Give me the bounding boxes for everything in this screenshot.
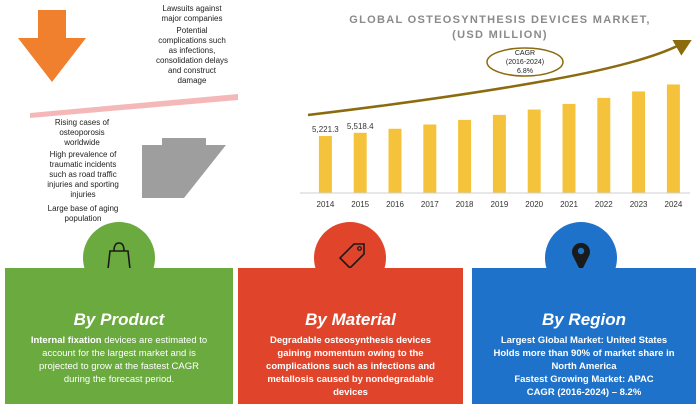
bar-2021 xyxy=(562,103,576,193)
x-tick-label: 2021 xyxy=(560,200,578,209)
driver-osteoporosis-line: worldwide xyxy=(64,138,100,147)
product-text-line: during the forecast period. xyxy=(63,374,175,385)
region-description: Largest Global Market: United States Hold… xyxy=(480,334,688,399)
material-description: Degradable osteosynthesis devices gaining… xyxy=(246,334,455,399)
material-text-line: complications such as infections and xyxy=(266,361,435,372)
cagr-ellipse xyxy=(486,47,564,77)
x-tick-label: 2024 xyxy=(665,200,683,209)
bar-2019 xyxy=(492,114,506,193)
bar-2020 xyxy=(527,109,541,193)
x-tick-label: 2020 xyxy=(525,200,543,209)
restraint-complications-line: Potential xyxy=(176,26,208,35)
x-tick-label: 2018 xyxy=(456,200,474,209)
market-bar-chart: 2014 5,221.3 2015 5,518.4 2016 2017 2018 2019 20… xyxy=(300,40,694,209)
material-panel: By Material Degradable osteosynthesis de… xyxy=(238,268,463,404)
price-tag-icon xyxy=(338,243,365,270)
driver-osteoporosis-line: Rising cases of xyxy=(54,118,110,127)
cagr-value: 6.8% xyxy=(517,68,533,75)
driver-traumatic-incidents-line: High prevalence of xyxy=(49,150,117,159)
restraint-complications-line: consolidation delays xyxy=(155,56,229,65)
driver-traumatic-incidents-line: injuries xyxy=(70,190,96,199)
material-text-line: metallosis caused by nondegradable xyxy=(267,374,434,385)
cagr-label: CAGR xyxy=(515,50,535,57)
region-text-line: Holds more than 90% of market share in xyxy=(493,348,675,359)
product-description: Internal fixation devices are estimated … xyxy=(13,334,225,386)
restraint-lawsuits-line: major companies xyxy=(161,14,223,23)
x-tick-label: 2014 xyxy=(317,200,335,209)
region-text-line: North America xyxy=(551,361,617,372)
growth-trend-arrow xyxy=(307,40,694,117)
location-pin-icon xyxy=(572,242,590,272)
x-tick-label: 2023 xyxy=(630,200,648,209)
material-text-line: gaining momentum owing to the xyxy=(277,348,424,359)
driver-osteoporosis: Rising cases of osteoporosis worldwide xyxy=(42,118,122,148)
bar-2014 xyxy=(318,136,332,193)
balance-beam xyxy=(30,94,238,118)
bar-2022 xyxy=(597,97,611,193)
data-label: 5,221.3 xyxy=(312,125,339,134)
x-tick-label: 2017 xyxy=(421,200,439,209)
restraint-complications-line: as infections, xyxy=(168,46,216,55)
restraint-complications: Potential complications such as infections… xyxy=(138,26,246,86)
material-text-line: devices xyxy=(333,387,368,398)
x-tick-label: 2015 xyxy=(351,200,369,209)
x-tick-label: 2019 xyxy=(491,200,509,209)
driver-traumatic-incidents-line: traumatic incidents xyxy=(49,160,117,169)
region-title: By Region xyxy=(541,310,627,329)
restraint-complications-line: complications such xyxy=(158,36,226,45)
chart-subtitle: (USD MILLION) xyxy=(452,29,548,41)
driver-traumatic-incidents-line: injuries and sporting xyxy=(47,180,119,189)
driver-traumatic-incidents-line: such as road traffic xyxy=(49,170,117,179)
bar-2017 xyxy=(423,124,437,193)
bar-2018 xyxy=(458,119,472,193)
driver-aging-population-line: Large base of aging xyxy=(47,204,119,213)
data-label: 5,518.4 xyxy=(347,122,374,131)
driver-osteoporosis-line: osteoporosis xyxy=(59,128,105,137)
driver-arrow xyxy=(142,138,226,198)
chart-title: GLOBAL OSTEOSYNTHESIS DEVICES MARKET, xyxy=(349,14,651,26)
drivers-restraints-graphic xyxy=(18,10,238,198)
product-title: By Product xyxy=(73,310,165,329)
driver-aging-population: Large base of aging population xyxy=(38,204,128,224)
cagr-period: (2016-2024) xyxy=(506,59,544,66)
material-text-line: Degradable osteosynthesis devices xyxy=(269,335,432,346)
region-text-line: CAGR (2016-2024) – 8.2% xyxy=(526,387,642,398)
material-title: By Material xyxy=(305,310,396,329)
restraint-complications-line: damage xyxy=(177,76,207,85)
bar-2023 xyxy=(632,91,646,193)
product-panel: By Product Internal fixation devices are… xyxy=(5,268,233,404)
region-text-line: Fastest Growing Market: APAC xyxy=(514,374,654,385)
region-panel: By Region Largest Global Market: United … xyxy=(472,268,696,404)
x-tick-label: 2022 xyxy=(595,200,613,209)
product-text-line: projected to grow at the fastest CAGR xyxy=(39,361,199,372)
x-tick-label: 2016 xyxy=(386,200,404,209)
driver-traumatic-incidents: High prevalence of traumatic incidents suc… xyxy=(38,150,128,200)
driver-aging-population-line: population xyxy=(64,214,102,223)
bar-2016 xyxy=(388,128,402,193)
bar-2015 xyxy=(353,132,367,193)
product-text-line: Internal fixation devices are estimated … xyxy=(30,335,208,346)
restraint-lawsuits-line: Lawsuits against xyxy=(162,4,222,13)
restraint-lawsuits: Lawsuits against major companies xyxy=(148,4,236,24)
product-text-line: account for the largest market and is xyxy=(42,348,196,359)
bar-2024 xyxy=(666,84,680,193)
region-text-line: Largest Global Market: United States xyxy=(500,335,668,346)
restraint-arrow xyxy=(18,10,86,82)
restraint-complications-line: and construct xyxy=(167,66,217,75)
